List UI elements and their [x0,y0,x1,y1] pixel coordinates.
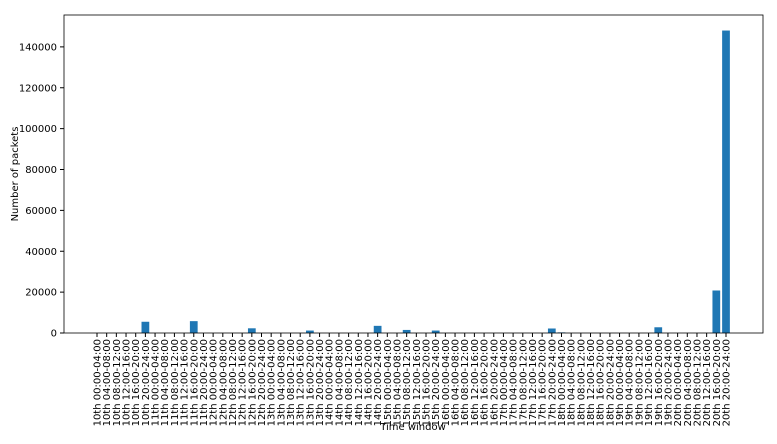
x-tick-label: 13th 16:00-20:00 [305,339,316,426]
y-tick-label: 80000 [25,165,57,176]
x-tick-label: 15th 20:00-24:00 [431,339,442,426]
y-tick-label: 40000 [25,247,57,258]
bar [189,321,198,333]
x-tick-label: 18th 08:00-12:00 [576,339,587,426]
x-tick-label: 15th 16:00-20:00 [422,339,433,426]
x-tick-label: 20th 16:00-20:00 [712,339,723,426]
x-tick-label: 19th 20:00-24:00 [663,339,674,426]
x-tick-label: 11th 00:00-04:00 [151,339,162,426]
x-tick-label: 10th 08:00-12:00 [112,339,123,426]
x-tick-label: 11th 08:00-12:00 [170,339,181,426]
x-tick-label: 11th 20:00-24:00 [199,339,210,426]
x-tick-label: 15th 08:00-12:00 [402,339,413,426]
x-tick-label: 14th 20:00-24:00 [373,339,384,426]
x-tick-label: 10th 04:00-08:00 [102,339,113,426]
plot-frame [63,14,764,334]
x-tick-label: 19th 08:00-12:00 [634,339,645,426]
bar [712,290,721,333]
bar [141,321,150,333]
x-tick-label: 13th 12:00-16:00 [296,339,307,426]
x-tick-label: 17th 04:00-08:00 [509,339,520,426]
x-tick-label: 16th 12:00-16:00 [470,339,481,426]
x-tick-label: 10th 00:00-04:00 [93,339,104,426]
y-tick-label: 140000 [19,42,57,53]
x-tick-label: 18th 16:00-20:00 [596,339,607,426]
x-tick-label: 16th 16:00-20:00 [480,339,491,426]
y-tick-label: 0 [51,329,57,340]
x-tick-label: 20th 20:00-24:00 [722,339,733,426]
x-tick-label: 17th 16:00-20:00 [538,339,549,426]
x-tick-label: 16th 20:00-24:00 [489,339,500,426]
x-tick-label: 13th 08:00-12:00 [286,339,297,426]
x-tick-label: 18th 00:00-04:00 [557,339,568,426]
x-tick-label: 20th 08:00-12:00 [692,339,703,426]
x-tick-label: 10th 12:00-16:00 [122,339,133,426]
x-tick-label: 10th 16:00-20:00 [131,339,142,426]
x-tick-label: 18th 04:00-08:00 [567,339,578,426]
x-tick-label: 19th 04:00-08:00 [625,339,636,426]
x-tick-label: 11th 12:00-16:00 [180,339,191,426]
y-tick-label: 100000 [19,124,57,135]
x-tick-label: 20th 12:00-16:00 [702,339,713,426]
x-tick-label: 18th 12:00-16:00 [586,339,597,426]
x-tick-label: 17th 08:00-12:00 [518,339,529,426]
x-tick-label: 14th 08:00-12:00 [344,339,355,426]
x-tick-label: 12th 20:00-24:00 [257,339,268,426]
x-tick-label: 16th 04:00-08:00 [451,339,462,426]
bar [306,330,314,333]
y-tick-label: 60000 [25,206,57,217]
x-tick-label: 15th 04:00-08:00 [392,339,403,426]
x-tick-label: 11th 16:00-20:00 [189,339,200,426]
x-tick-label: 15th 00:00-04:00 [383,339,394,426]
x-tick-label: 17th 12:00-16:00 [528,339,539,426]
bar [373,325,382,333]
x-tick-label: 14th 12:00-16:00 [354,339,365,426]
bar [722,30,730,333]
x-axis-label: Time window [379,422,446,433]
bar [547,328,556,333]
x-tick-label: 12th 08:00-12:00 [228,339,239,426]
bar [654,327,663,333]
x-tick-label: 14th 00:00-04:00 [325,339,336,426]
x-tick-label: 11th 04:00-08:00 [160,339,171,426]
y-tick-label: 20000 [25,288,57,299]
x-tick-label: 19th 16:00-20:00 [654,339,665,426]
bar [247,328,256,333]
x-tick-label: 19th 00:00-04:00 [615,339,626,426]
x-tick-label: 16th 08:00-12:00 [460,339,471,426]
x-tick-label: 18th 20:00-24:00 [605,339,616,426]
x-tick-label: 14th 16:00-20:00 [363,339,374,426]
x-tick-label: 20th 04:00-08:00 [683,339,694,426]
y-tick-label: 120000 [19,83,57,94]
x-tick-label: 12th 00:00-04:00 [209,339,220,426]
x-tick-label: 17th 00:00-04:00 [499,339,510,426]
bar [402,329,411,333]
x-tick-label: 12th 16:00-20:00 [247,339,258,426]
x-tick-label: 13th 00:00-04:00 [267,339,278,426]
x-tick-label: 13th 04:00-08:00 [276,339,287,426]
x-tick-label: 20th 00:00-04:00 [673,339,684,426]
x-tick-label: 12th 12:00-16:00 [238,339,249,426]
x-tick-label: 14th 04:00-08:00 [334,339,345,426]
x-tick-label: 19th 12:00-16:00 [644,339,655,426]
x-tick-label: 15th 12:00-16:00 [412,339,423,426]
x-tick-label: 16th 00:00-04:00 [441,339,452,426]
x-tick-label: 12th 04:00-08:00 [218,339,229,426]
x-tick-label: 10th 20:00-24:00 [141,339,152,426]
y-axis-label: Number of packets [10,127,21,222]
x-tick-label: 13th 20:00-24:00 [315,339,326,426]
bar [431,330,440,333]
x-tick-label: 17th 20:00-24:00 [547,339,558,426]
